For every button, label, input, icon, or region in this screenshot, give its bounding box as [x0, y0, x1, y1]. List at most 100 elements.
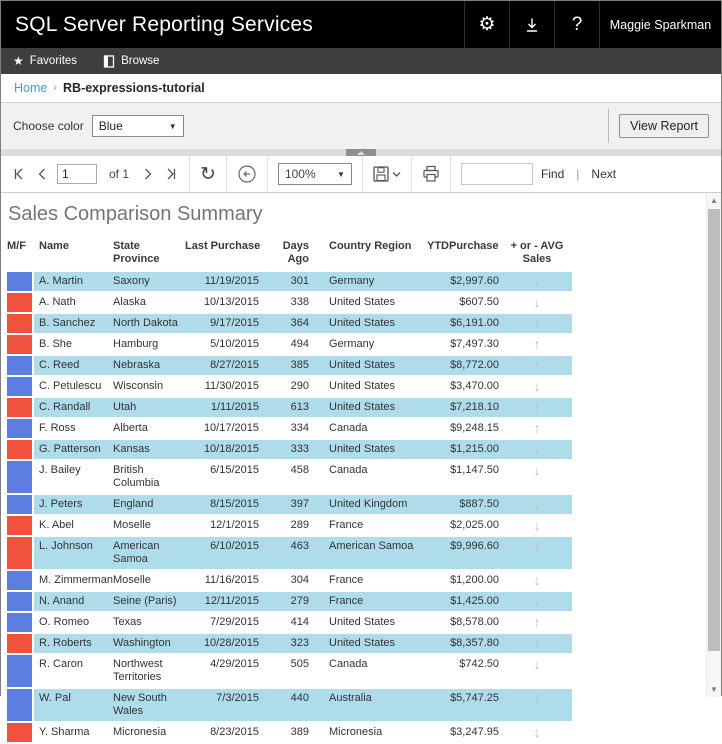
cell-country-region: American Samoa [319, 537, 427, 569]
cell-ytd-purchase: $8,357.80 [427, 634, 502, 653]
cell-name: Y. Sharma [39, 726, 90, 738]
first-page-button[interactable] [11, 166, 27, 182]
cell-ytd-purchase: $8,578.00 [450, 616, 499, 628]
scroll-up-button[interactable]: ▲ [710, 196, 718, 205]
gender-color-square [7, 634, 34, 653]
last-page-button[interactable] [163, 166, 179, 182]
table-row[interactable]: N. Anand Seine (Paris) 12/11/2015 279 Fr… [7, 592, 572, 611]
refresh-button[interactable]: ↻ [200, 163, 216, 185]
table-row[interactable]: J. Peters England 8/15/2015 397 United K… [7, 495, 572, 514]
cell-ytd-purchase: $9,248.15 [450, 422, 499, 434]
trend-arrow-icon: ↑ [533, 420, 541, 436]
cell-state-province: Saxony [113, 272, 185, 291]
divider [410, 156, 412, 192]
table-row[interactable]: R. Caron Northwest Territories 4/29/2015… [7, 655, 572, 687]
cell-days-ago: 323 [261, 634, 319, 653]
cell-days-ago: 440 [261, 689, 319, 721]
cell-days-ago: 389 [290, 726, 309, 738]
table-row[interactable]: Y. Sharma Micronesia 8/23/2015 389 Micro… [7, 723, 572, 742]
table-row[interactable]: C. Randall Utah 1/11/2015 613 United Sta… [7, 398, 572, 417]
cell-last-purchase: 12/1/2015 [210, 519, 259, 531]
gear-icon: ⚙ [478, 14, 496, 35]
export-button[interactable] [373, 165, 401, 183]
cell-days-ago: 304 [290, 574, 309, 586]
cell-last-purchase: 10/28/2015 [185, 634, 261, 653]
cell-country-region: United States [329, 380, 396, 392]
cell-ytd-purchase: $1,147.50 [450, 464, 499, 476]
table-row[interactable]: L. Johnson American Samoa 6/10/2015 463 … [7, 537, 572, 569]
column-header-trend: + or - AVG Sales [510, 240, 564, 265]
breadcrumb-home-link[interactable]: Home [14, 81, 48, 95]
cell-ytd-purchase: $6,191.00 [427, 314, 502, 333]
view-report-button[interactable]: View Report [619, 114, 709, 138]
cell-state-province: Northwest Territories [113, 658, 163, 683]
cell-days-ago: 463 [261, 537, 319, 569]
gender-color-square [7, 314, 34, 333]
cell-days-ago: 494 [290, 338, 309, 350]
cell-country-region: Micronesia [329, 726, 383, 738]
table-row[interactable]: A. Nath Alaska 10/13/2015 338 United Sta… [7, 293, 572, 312]
cell-name: C. Randall [34, 398, 113, 417]
cell-days-ago: 301 [261, 272, 319, 291]
cell-state-province: Nebraska [113, 356, 185, 375]
table-row[interactable]: R. Roberts Washington 10/28/2015 323 Uni… [7, 634, 572, 653]
previous-page-button[interactable] [35, 166, 49, 182]
gender-color-square [7, 440, 34, 459]
cell-ytd-purchase: $9,996.60 [427, 537, 502, 569]
zoom-select[interactable]: 100% ▼ [277, 163, 352, 185]
settings-button[interactable]: ⚙ [464, 1, 509, 48]
chevron-down-icon: ▼ [337, 169, 345, 179]
user-menu[interactable]: Maggie Sparkman [599, 1, 721, 48]
cell-last-purchase: 11/30/2015 [204, 380, 259, 392]
column-header-mf: M/F [7, 240, 26, 252]
table-row[interactable]: A. Martin Saxony 11/19/2015 301 Germany … [7, 272, 572, 291]
nav-browse[interactable]: Browse [103, 54, 160, 68]
cell-country-region: Germany [329, 338, 375, 350]
table-row[interactable]: B. She Hamburg 5/10/2015 494 Germany $7,… [7, 335, 572, 354]
splitter-collapse-handle[interactable] [346, 149, 376, 156]
find-input[interactable] [460, 163, 533, 185]
cell-country-region: United States [319, 398, 427, 417]
cell-ytd-purchase: $2,025.00 [450, 519, 499, 531]
table-row[interactable]: J. Bailey British Columbia 6/15/2015 458… [7, 461, 572, 493]
table-row[interactable]: K. Abel Moselle 12/1/2015 289 France $2,… [7, 516, 572, 535]
table-row[interactable]: C. Reed Nebraska 8/27/2015 385 United St… [7, 356, 572, 375]
table-row[interactable]: O. Romeo Texas 7/29/2015 414 United Stat… [7, 613, 572, 632]
breadcrumb-separator: › [53, 82, 58, 94]
divider [449, 156, 451, 192]
cell-ytd-purchase: $1,215.00 [427, 440, 502, 459]
column-header-state: State Province [113, 240, 160, 265]
back-button[interactable] [237, 164, 257, 184]
find-next-button[interactable]: Next [591, 167, 617, 181]
table-row[interactable]: C. Petulescu Wisconsin 11/30/2015 290 Un… [7, 377, 572, 396]
table-row[interactable]: M. Zimmerman Moselle 11/16/2015 304 Fran… [7, 571, 572, 590]
scrollbar-thumb[interactable] [708, 209, 720, 651]
page-number-input[interactable] [57, 164, 97, 184]
print-button[interactable] [422, 165, 440, 183]
cell-name: R. Caron [39, 658, 84, 670]
parameter-bar: Choose color Blue ▼ View Report [1, 102, 721, 149]
table-row[interactable]: B. Sanchez North Dakota 9/17/2015 364 Un… [7, 314, 572, 333]
download-button[interactable] [509, 1, 554, 48]
gender-color-square [7, 723, 34, 742]
column-header-country: Country Region [329, 240, 412, 252]
table-row[interactable]: W. Pal New South Wales 7/3/2015 440 Aust… [7, 689, 572, 721]
browse-label: Browse [121, 55, 160, 67]
table-row[interactable]: G. Patterson Kansas 10/18/2015 333 Unite… [7, 440, 572, 459]
trend-arrow-icon: ↓ [502, 592, 572, 611]
next-page-button[interactable] [141, 166, 155, 182]
gender-color-square [7, 571, 34, 590]
color-select[interactable]: Blue ▼ [91, 115, 184, 137]
scroll-down-button[interactable]: ▼ [710, 685, 718, 694]
cell-last-purchase: 8/27/2015 [185, 356, 261, 375]
choose-color-label: Choose color [13, 119, 84, 133]
find-button[interactable]: Find [540, 167, 565, 181]
breadcrumb: Home › RB-expressions-tutorial [1, 74, 721, 102]
nav-favorites[interactable]: ★ Favorites [13, 54, 77, 68]
cell-ytd-purchase: $887.50 [427, 495, 502, 514]
gender-color-square [7, 356, 34, 375]
table-row[interactable]: F. Ross Alberta 10/17/2015 334 Canada $9… [7, 419, 572, 438]
help-button[interactable]: ? [554, 1, 599, 48]
cell-last-purchase: 8/15/2015 [185, 495, 261, 514]
gender-color-square [7, 495, 34, 514]
